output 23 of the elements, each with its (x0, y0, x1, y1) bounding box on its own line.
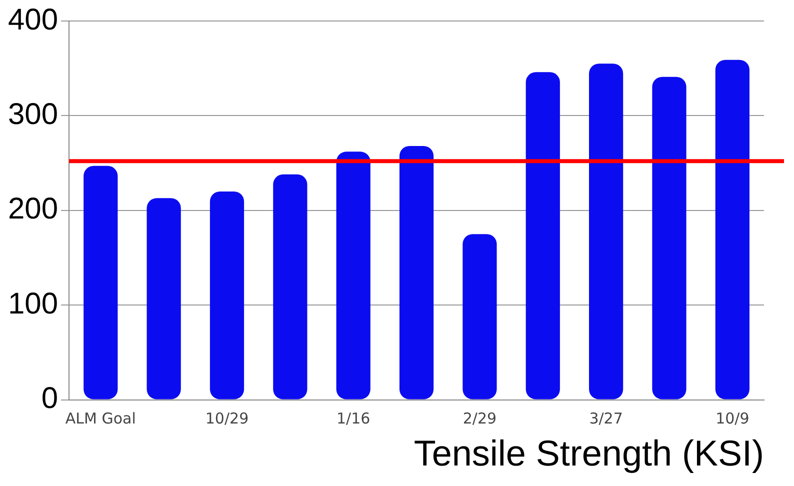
x-tick-label: 10/29 (205, 410, 249, 428)
bar (146, 198, 181, 400)
y-tick-label: 100 (8, 287, 58, 320)
y-tick-label: 200 (8, 192, 58, 226)
x-tick-label: 3/27 (589, 410, 623, 428)
x-tick-label: 1/16 (336, 410, 370, 428)
bar (84, 166, 118, 400)
x-axis-title: Tensile Strength (KSI) (414, 432, 764, 474)
x-tick-label: 2/29 (462, 410, 497, 428)
y-tick-label: 400 (8, 3, 58, 36)
y-tick-label: 300 (8, 98, 58, 131)
bar (462, 234, 497, 400)
bar (336, 152, 370, 400)
bar (715, 60, 750, 400)
bar (652, 76, 686, 400)
bar (526, 72, 560, 400)
bar (399, 146, 434, 400)
bar (210, 191, 244, 400)
x-tick-label: ALM Goal (65, 410, 136, 428)
bar (589, 64, 624, 400)
bar (273, 174, 308, 400)
y-tick-label: 0 (41, 382, 58, 416)
x-tick-label: 10/9 (716, 410, 750, 428)
